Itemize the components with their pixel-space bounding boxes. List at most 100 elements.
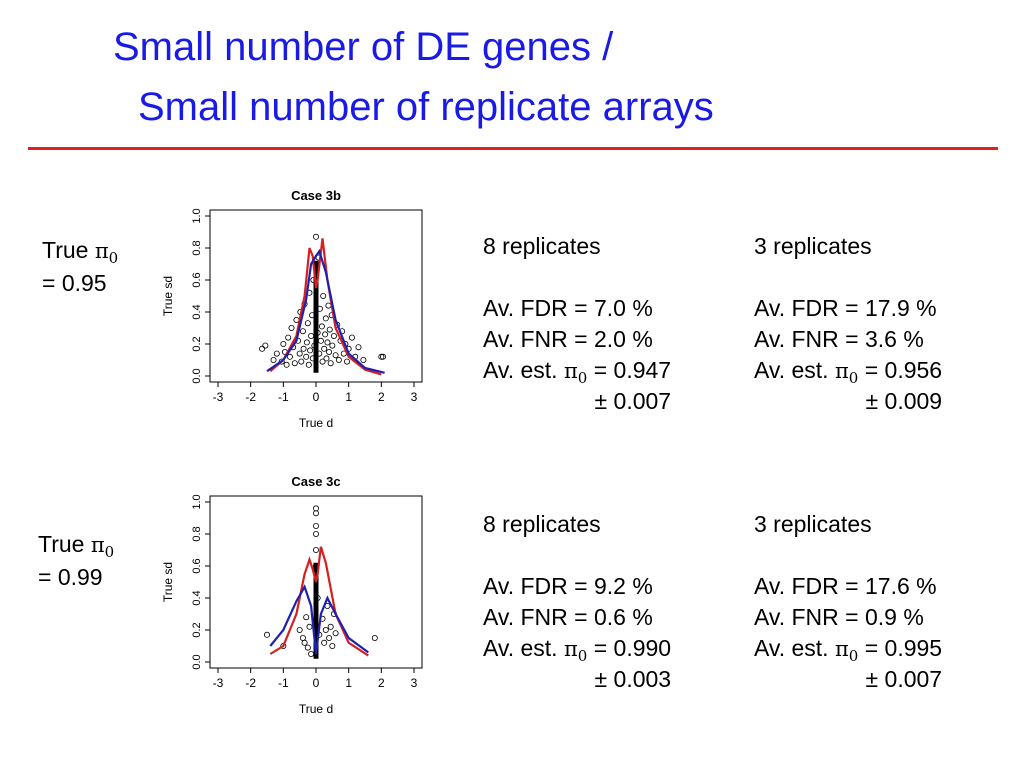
stats-heading: 8 replicates [483, 511, 601, 537]
stats-column-3-replicates-case-3b: 3 replicates Av. FDR = 17.9 % Av. FNR = … [754, 231, 942, 417]
data-point [379, 353, 386, 360]
stats-est: Av. est. π0 = 0.995 [754, 635, 943, 665]
data-point [329, 642, 336, 649]
stats-pm: ± 0.007 [865, 666, 943, 692]
data-point [344, 358, 351, 365]
data-point [306, 623, 313, 630]
data-point [308, 332, 315, 339]
stats-column-8-replicates-case-3b: 8 replicates Av. FDR = 7.0 % Av. FNR = 2… [483, 231, 671, 417]
data-point [312, 547, 319, 554]
data-point [335, 356, 342, 363]
data-point [308, 650, 315, 657]
data-point [283, 361, 290, 368]
y-tick-label: 0.6 [191, 272, 203, 287]
data-point [304, 644, 311, 651]
true-pi0-value: = 0.95 [42, 269, 107, 296]
data-point [312, 233, 319, 240]
data-point [320, 293, 327, 300]
stats-pm: ± 0.009 [865, 388, 943, 414]
red-curve [269, 546, 369, 657]
stats-fdr: Av. FDR = 7.0 % [483, 295, 653, 321]
data-point [360, 356, 367, 363]
data-point [322, 315, 329, 322]
data-point [270, 356, 277, 363]
true-pi0-label-case-3b: True π0 = 0.95 [42, 236, 118, 298]
stats-column-8-replicates-case-3c: 8 replicates Av. FDR = 9.2 % Av. FNR = 0… [483, 509, 671, 695]
data-point [319, 358, 326, 365]
data-point [324, 339, 331, 346]
data-point [305, 361, 312, 368]
data-point [355, 344, 362, 351]
stats-fdr: Av. FDR = 9.2 % [483, 573, 653, 599]
data-point [298, 358, 305, 365]
data-point [332, 630, 339, 637]
data-point [321, 345, 328, 352]
data-point [280, 340, 287, 347]
x-tick-label: 1 [345, 676, 352, 690]
data-point [262, 342, 269, 349]
title-underline-rule [28, 147, 998, 150]
x-tick-label: -1 [278, 390, 289, 404]
x-tick-label: 0 [313, 676, 320, 690]
data-point [326, 348, 333, 355]
x-tick-label: 2 [378, 676, 385, 690]
data-point [307, 347, 314, 354]
y-axis-label: True sd [161, 562, 175, 602]
stats-pm: ± 0.007 [594, 388, 672, 414]
x-axis-label: True d [299, 416, 333, 430]
data-point [301, 639, 308, 646]
y-tick-label: 0.2 [191, 622, 203, 637]
data-point [378, 353, 385, 360]
pi-symbol: π [94, 239, 109, 263]
y-tick-label: 0.0 [191, 654, 203, 669]
stats-column-3-replicates-case-3c: 3 replicates Av. FDR = 17.6 % Av. FNR = … [754, 509, 942, 695]
data-point [325, 302, 332, 309]
data-point [264, 631, 271, 638]
data-point [326, 326, 333, 333]
true-pi0-value: = 0.99 [38, 563, 103, 590]
y-tick-label: 0.8 [191, 240, 203, 255]
stats-fnr: Av. FNR = 0.9 % [754, 604, 924, 630]
stats-fnr: Av. FNR = 0.6 % [483, 604, 653, 630]
stats-heading: 3 replicates [754, 233, 872, 259]
data-point [285, 334, 292, 341]
data-point [323, 355, 330, 362]
data-point [259, 345, 266, 352]
x-tick-label: 1 [345, 390, 352, 404]
scatter-chart-case-3b: Case 3b -3 -2 -1 0 1 2 3 0.0 0.2 0.4 0.6 0.8 1.0 True … [161, 188, 423, 430]
chart-title: Case 3b [291, 188, 341, 203]
y-tick-label: 0.8 [191, 526, 203, 541]
data-point [312, 523, 319, 530]
pi-symbol: π [90, 533, 105, 557]
data-point [296, 350, 303, 357]
x-tick-label: -2 [245, 390, 256, 404]
blue-curve [269, 584, 369, 655]
data-point [326, 634, 333, 641]
y-tick-label: 0.4 [191, 590, 203, 605]
data-point [332, 352, 339, 359]
stats-heading: 8 replicates [483, 233, 601, 259]
x-tick-label: 2 [378, 390, 385, 404]
data-point [300, 345, 307, 352]
data-point [321, 639, 328, 646]
data-point [303, 353, 310, 360]
data-point [312, 531, 319, 538]
data-point [296, 626, 303, 633]
stats-est: Av. est. π0 = 0.956 [754, 357, 943, 387]
slide-title-line-1: Small number of DE genes / [113, 25, 614, 69]
data-point [286, 353, 293, 360]
data-point [312, 510, 319, 517]
y-tick-label: 1.0 [191, 208, 203, 223]
data-point [318, 323, 325, 330]
data-point [330, 332, 337, 339]
data-point [327, 623, 334, 630]
y-tick-label: 0.2 [191, 336, 203, 351]
data-point [288, 324, 295, 331]
x-tick-label: -2 [245, 676, 256, 690]
stats-est: Av. est. π0 = 0.990 [483, 635, 672, 665]
data-point [303, 614, 310, 621]
x-tick-label: -3 [213, 390, 224, 404]
true-pi0-label-case-3c: True π0 = 0.99 [38, 530, 114, 592]
stats-fdr: Av. FDR = 17.9 % [754, 295, 937, 321]
stats-fnr: Av. FNR = 3.6 % [754, 326, 924, 352]
